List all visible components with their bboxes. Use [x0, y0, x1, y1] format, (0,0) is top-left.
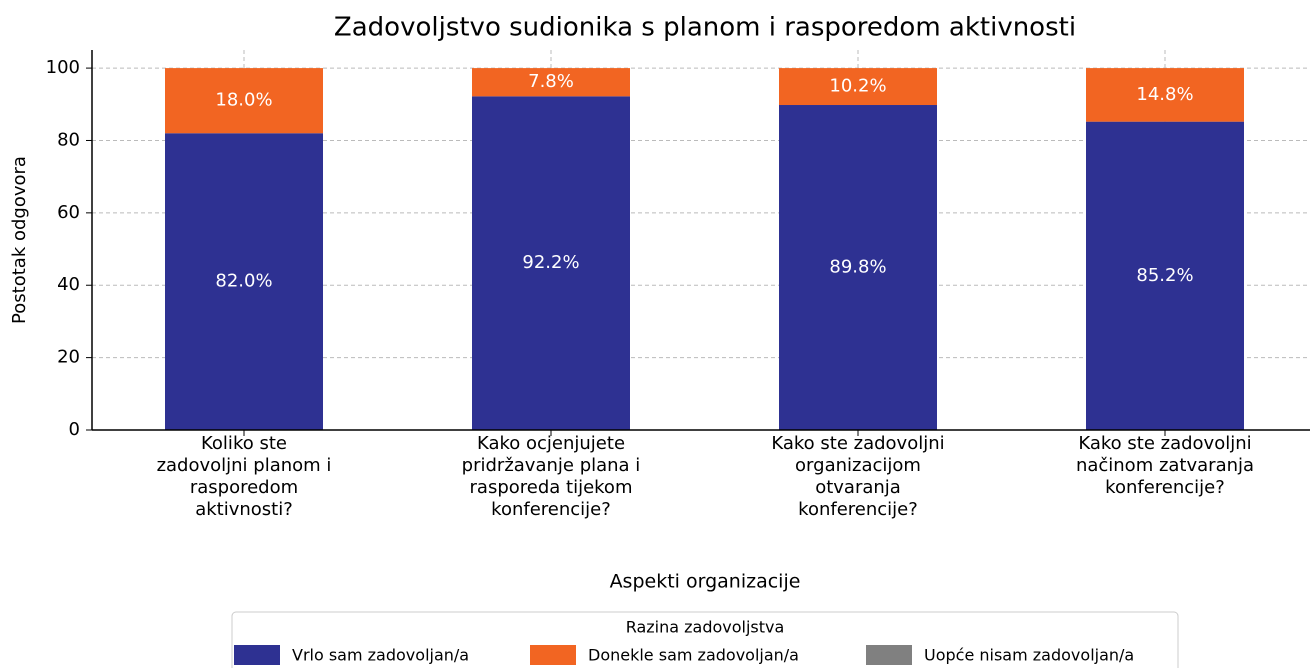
- legend-swatch: [866, 645, 912, 665]
- legend-box: [231, 611, 1179, 668]
- chart-title: Zadovoljstvo sudionika s planom i raspor…: [334, 13, 1076, 43]
- bar-segment: [779, 68, 937, 106]
- value-label: 82.0%: [215, 271, 272, 292]
- legend-swatch: [234, 645, 280, 665]
- y-tick-label: 100: [46, 57, 80, 78]
- bar-segment: [1086, 68, 1244, 122]
- value-label: 7.8%: [528, 71, 574, 92]
- value-label: 14.8%: [1136, 84, 1193, 105]
- x-tick-label: Kako ocjenjujete pridržavanje plana i rasp…: [462, 433, 641, 520]
- bar-segment: [165, 68, 323, 134]
- bar-segment: [472, 96, 630, 431]
- y-tick-label: 60: [57, 202, 80, 223]
- y-tick-label: 80: [57, 129, 80, 150]
- bar-segment: [779, 105, 937, 430]
- value-label: 18.0%: [215, 90, 272, 111]
- x-axis-label: Aspekti organizacije: [610, 571, 801, 593]
- legend-swatch: [530, 645, 576, 665]
- legend-label: Donekle sam zadovoljan/a: [588, 646, 799, 665]
- value-label: 85.2%: [1136, 265, 1193, 286]
- x-tick-label: Kako ste zadovoljni organizacijom otvaranj…: [771, 433, 944, 520]
- value-label: 92.2%: [522, 252, 579, 273]
- bar-segment: [472, 68, 630, 97]
- y-tick-label: 20: [57, 347, 80, 368]
- bar-segment: [1086, 121, 1244, 431]
- y-axis-label: Postotak odgovora: [9, 156, 30, 324]
- value-label: 10.2%: [829, 76, 886, 97]
- x-tick-label: Koliko ste zadovoljni planom i rasporedom a…: [157, 433, 332, 520]
- x-tick-label: Kako ste zadovoljni načinom zatvaranja kon…: [1076, 433, 1254, 498]
- legend-label: Uopće nisam zadovoljan/a: [924, 646, 1134, 665]
- legend-label: Vrlo sam zadovoljan/a: [292, 646, 469, 665]
- value-label: 89.8%: [829, 257, 886, 278]
- bar-segment: [165, 133, 323, 430]
- y-tick-label: 40: [57, 274, 80, 295]
- y-tick-label: 0: [69, 419, 80, 440]
- legend-title: Razina zadovoljstva: [626, 618, 785, 637]
